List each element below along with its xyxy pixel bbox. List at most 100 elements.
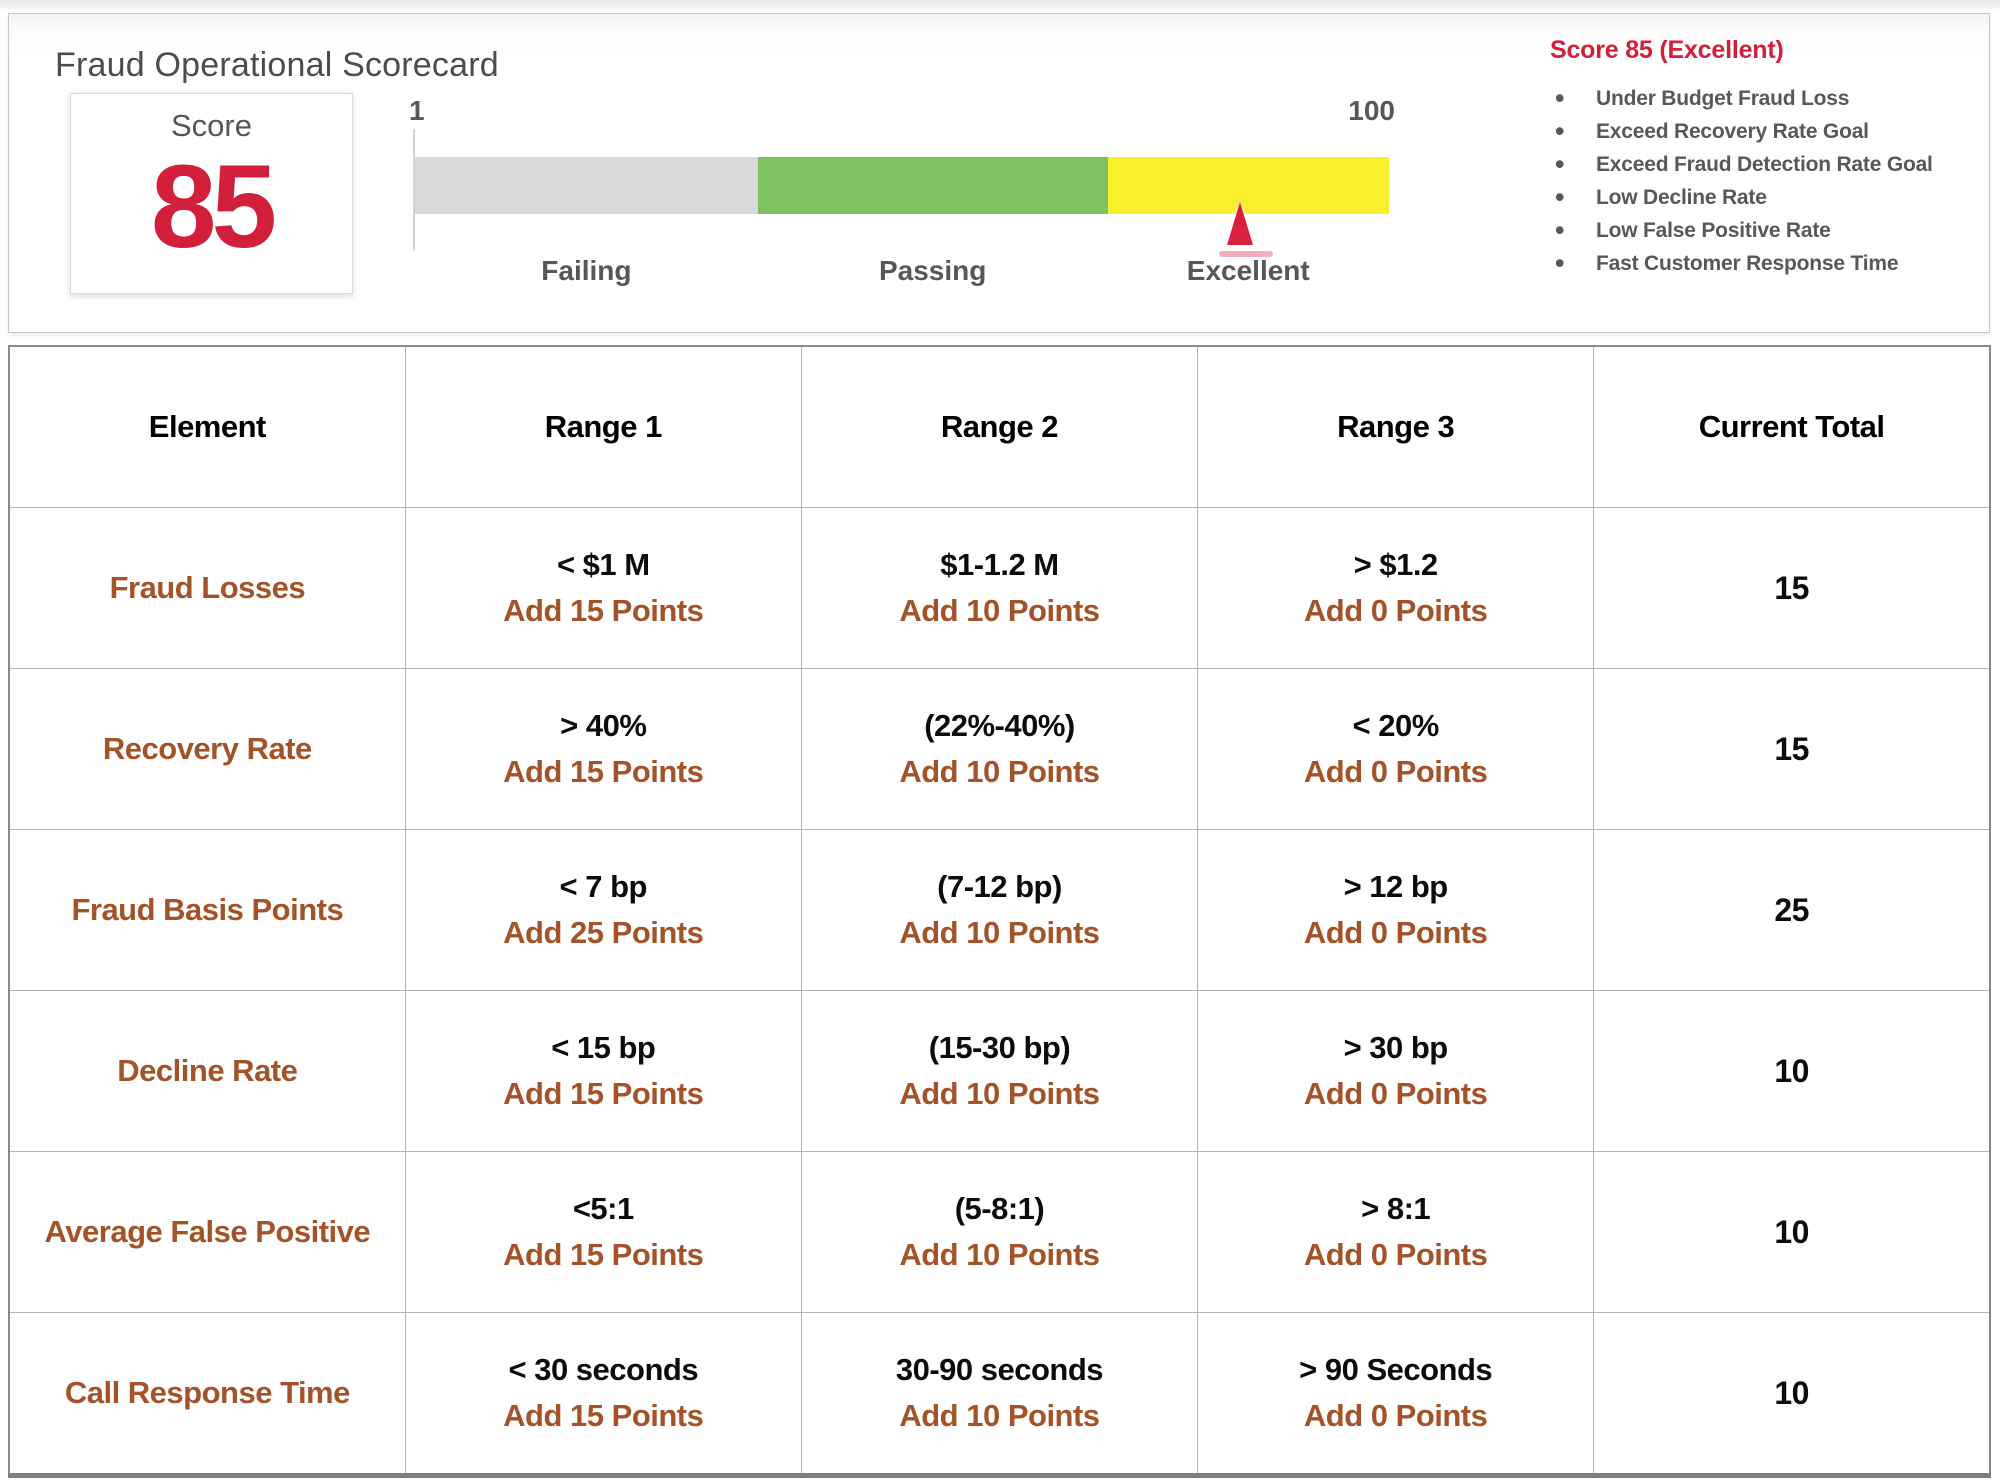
table-row: Average False Positive <5:1 Add 15 Point… [8, 1151, 1991, 1313]
column-header-element: Element [8, 345, 406, 508]
gauge-segment-passing [757, 157, 1108, 214]
range-points: Add 0 Points [1303, 593, 1488, 628]
range-points: Add 0 Points [1303, 1398, 1488, 1433]
gauge-axis-tick [413, 129, 415, 251]
range3-cell: < 20% Add 0 Points [1197, 668, 1595, 830]
table-row: Call Response Time < 30 seconds Add 15 P… [8, 1312, 1991, 1476]
summary-bullet-text: Low False Positive Rate [1596, 219, 1831, 242]
range-points: Add 25 Points [503, 915, 704, 950]
gauge-label-failing: Failing [541, 255, 632, 286]
table-header-row: Element Range 1 Range 2 Range 3 Current … [8, 345, 1991, 508]
scorecard-table: Element Range 1 Range 2 Range 3 Current … [8, 345, 1991, 1478]
range1-cell: > 40% Add 15 Points [404, 668, 802, 830]
bullet-icon: • [1555, 116, 1565, 146]
summary-bullet: • Under Budget Fraud Loss [1550, 82, 1990, 115]
summary-bullet-text: Low Decline Rate [1596, 186, 1767, 209]
gauge-max-label: 100 [1348, 95, 1395, 126]
range1-cell: < 15 bp Add 15 Points [404, 990, 802, 1152]
range-value: $1-1.2 M [940, 546, 1059, 582]
element-cell: Fraud Basis Points [8, 829, 406, 991]
range-value: (5-8:1) [954, 1190, 1045, 1226]
summary-bullet-text: Exceed Recovery Rate Goal [1596, 120, 1869, 143]
range-points: Add 0 Points [1303, 1237, 1488, 1272]
range2-cell: (22%-40%) Add 10 Points [800, 668, 1199, 830]
range3-cell: > 90 Seconds Add 0 Points [1197, 1312, 1595, 1476]
range1-cell: < 7 bp Add 25 Points [404, 829, 802, 991]
range-value: > 40% [560, 707, 647, 743]
range-value: (15-30 bp) [928, 1029, 1071, 1065]
range-value: < 15 bp [551, 1029, 656, 1065]
range-points: Add 0 Points [1303, 915, 1488, 950]
range-value: < 7 bp [559, 868, 648, 904]
summary-bullet: • Low Decline Rate [1550, 181, 1990, 214]
summary-bullet: • Fast Customer Response Time [1550, 247, 1990, 280]
element-cell: Average False Positive [8, 1151, 406, 1313]
range-points: Add 15 Points [503, 1398, 704, 1433]
range-value: < 20% [1352, 707, 1440, 743]
range-value: > 90 Seconds [1299, 1351, 1493, 1387]
range-points: Add 10 Points [899, 593, 1100, 628]
current-total-cell: 10 [1593, 990, 1991, 1152]
range-points: Add 15 Points [503, 1237, 704, 1272]
summary-bullet-text: Exceed Fraud Detection Rate Goal [1596, 153, 1933, 176]
range-points: Add 15 Points [503, 754, 704, 789]
range2-cell: (7-12 bp) Add 10 Points [800, 829, 1199, 991]
range-points: Add 10 Points [899, 1076, 1100, 1111]
range-value: <5:1 [572, 1190, 634, 1226]
bullet-icon: • [1555, 182, 1565, 212]
current-total-cell: 15 [1593, 507, 1991, 669]
range-points: Add 15 Points [503, 593, 704, 628]
score-summary: Score 85 (Excellent) • Under Budget Fraud… [1550, 36, 1990, 280]
range-value: (7-12 bp) [937, 868, 1062, 904]
range3-cell: > $1.2 Add 0 Points [1197, 507, 1595, 669]
score-value: 85 [150, 141, 277, 273]
table-row: Fraud Losses < $1 M Add 15 Points $1-1.2… [8, 507, 1991, 669]
range-points: Add 10 Points [899, 754, 1100, 789]
summary-bullet: • Exceed Recovery Rate Goal [1550, 115, 1990, 148]
gauge-segment-failing [415, 157, 758, 214]
range-points: Add 10 Points [899, 1237, 1100, 1272]
column-header-range1: Range 1 [404, 345, 802, 508]
score-summary-title: Score 85 (Excellent) [1550, 36, 1784, 64]
score-summary-list: • Under Budget Fraud Loss • Exceed Recover… [1550, 82, 1990, 280]
range-value: > 30 bp [1343, 1029, 1449, 1065]
current-total-cell: 10 [1593, 1151, 1991, 1313]
column-header-current-total: Current Total [1593, 345, 1991, 508]
element-cell: Call Response Time [8, 1312, 406, 1476]
gauge-score-marker-icon [1227, 202, 1253, 245]
column-header-range2: Range 2 [800, 345, 1199, 508]
range-points: Add 10 Points [899, 1398, 1100, 1433]
range-value: 30-90 seconds [895, 1351, 1104, 1387]
gauge-marker-underline [1219, 251, 1273, 257]
bullet-icon: • [1555, 215, 1565, 245]
range-value: < $1 M [556, 546, 650, 582]
range-points: Add 10 Points [899, 915, 1100, 950]
range3-cell: > 8:1 Add 0 Points [1197, 1151, 1595, 1313]
range3-cell: > 12 bp Add 0 Points [1197, 829, 1595, 991]
gauge-label-excellent: Excellent [1186, 255, 1310, 286]
gauge-segment-labels: Failing Passing Excellent [415, 255, 1389, 287]
range1-cell: < $1 M Add 15 Points [404, 507, 802, 669]
column-header-range3: Range 3 [1197, 345, 1595, 508]
page-top-gradient [0, 0, 2000, 13]
range1-cell: <5:1 Add 15 Points [404, 1151, 802, 1313]
gauge-bar [415, 157, 1389, 214]
gauge-label-passing: Passing [878, 255, 987, 286]
range-points: Add 0 Points [1303, 1076, 1488, 1111]
range-value: (22%-40%) [924, 707, 1075, 743]
range-value: > 12 bp [1343, 868, 1449, 904]
table-row: Recovery Rate > 40% Add 15 Points (22%-4… [8, 668, 1991, 830]
gauge-min-label: 1 [409, 95, 425, 126]
table-row: Decline Rate < 15 bp Add 15 Points (15-3… [8, 990, 1991, 1152]
current-total-cell: 10 [1593, 1312, 1991, 1476]
range2-cell: (15-30 bp) Add 10 Points [800, 990, 1199, 1152]
range-value: < 30 seconds [508, 1351, 699, 1387]
element-cell: Fraud Losses [8, 507, 406, 669]
range2-cell: $1-1.2 M Add 10 Points [800, 507, 1199, 669]
element-cell: Decline Rate [8, 990, 406, 1152]
score-card: Score 85 [70, 93, 353, 294]
summary-bullet: • Low False Positive Rate [1550, 214, 1990, 247]
summary-bullet-text: Fast Customer Response Time [1596, 252, 1899, 275]
range1-cell: < 30 seconds Add 15 Points [404, 1312, 802, 1476]
